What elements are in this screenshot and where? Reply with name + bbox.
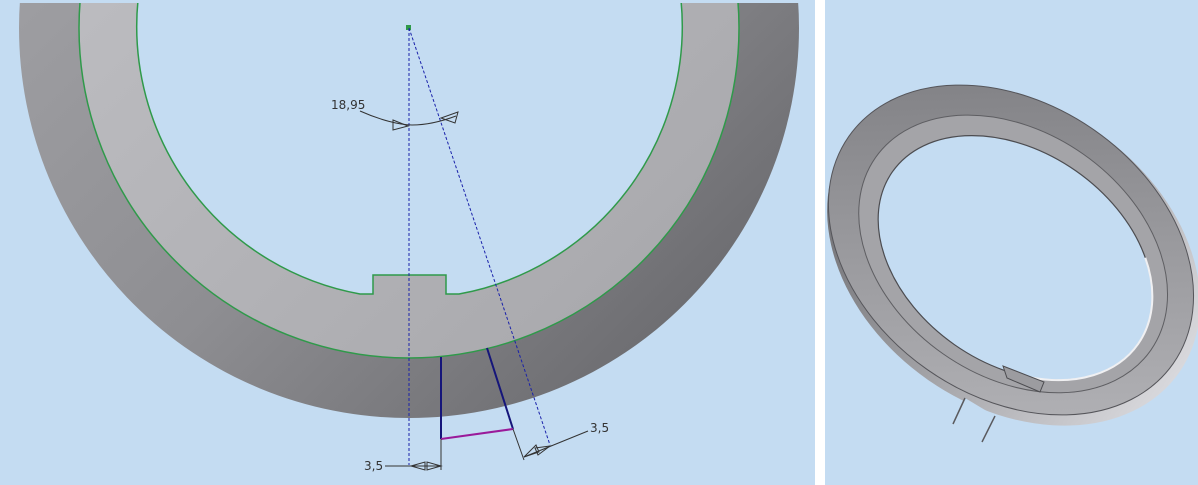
sketch-canvas: 18,95 3,5 3,5 bbox=[0, 0, 815, 485]
width-dimension-horizontal-label[interactable]: 3,5 bbox=[364, 459, 383, 473]
model-canvas bbox=[825, 0, 1198, 485]
construction-line-angled bbox=[408, 27, 551, 446]
angle-arrow-left bbox=[392, 119, 410, 131]
angle-dimension-arc bbox=[359, 110, 457, 126]
center-point bbox=[406, 25, 411, 30]
profile-line-bottom bbox=[440, 428, 514, 440]
dim-arrow-a-right bbox=[523, 444, 540, 458]
profile-line-right bbox=[486, 347, 514, 430]
angle-dimension-label[interactable]: 18,95 bbox=[331, 98, 365, 112]
inner-hole-with-notch bbox=[135, 0, 684, 295]
top-edge-cover bbox=[0, 0, 815, 3]
ring-slot-gap bbox=[953, 398, 995, 442]
ring-key-notch bbox=[1002, 365, 1045, 393]
slot-edge-left bbox=[952, 397, 966, 425]
width-dimension-aligned-label[interactable]: 3,5 bbox=[590, 421, 609, 435]
dim-arrow-h-left bbox=[409, 461, 426, 471]
slot-edge-right bbox=[981, 415, 996, 443]
dim-extension-aligned bbox=[512, 428, 525, 461]
ring-3d-model bbox=[827, 84, 1198, 426]
dim-arrow-a-left bbox=[534, 445, 552, 456]
sketch-view: 18,95 3,5 3,5 bbox=[0, 0, 815, 485]
angle-arrow-right bbox=[439, 111, 459, 124]
dim-arrow-h-right bbox=[426, 461, 443, 471]
3d-view bbox=[825, 0, 1198, 485]
dim-line-aligned bbox=[523, 430, 589, 458]
ring-inner-hole bbox=[877, 135, 1153, 381]
